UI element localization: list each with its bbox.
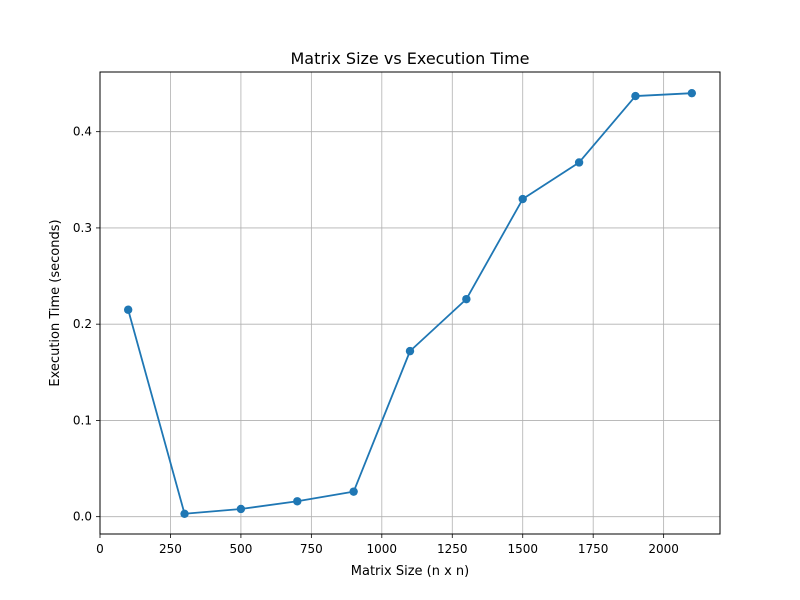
x-tick-label: 1000: [367, 542, 398, 556]
plot-frame: [99, 71, 721, 535]
x-tick-label: 500: [229, 542, 252, 556]
y-tick-label: 0.3: [73, 221, 92, 235]
x-tick-label: 750: [300, 542, 323, 556]
data-point: [631, 91, 640, 101]
data-point: [349, 487, 358, 496]
x-axis-label: Matrix Size (n x n): [351, 564, 469, 579]
data-point: [405, 346, 415, 356]
data-point: [574, 158, 584, 167]
x-tick-label: 2000: [648, 542, 679, 556]
data-point: [518, 194, 527, 204]
x-tick-label: 0: [96, 542, 104, 556]
data-point: [180, 509, 189, 518]
data-point: [462, 294, 471, 304]
y-tick-label: 0.1: [73, 413, 92, 427]
y-tick-label: 0.0: [73, 510, 92, 524]
y-tick-label: 0.4: [73, 125, 92, 139]
x-tick-label: 1750: [578, 542, 609, 556]
x-tick-label: 250: [159, 542, 182, 556]
chart-title: Matrix Size vs Execution Time: [290, 49, 529, 68]
x-tick-label: 1500: [507, 542, 538, 556]
series-layer: [123, 88, 697, 518]
x-tick-label: 1250: [437, 542, 468, 556]
data-point: [236, 504, 246, 514]
data-point: [123, 305, 133, 314]
y-tick-label: 0.2: [73, 317, 92, 331]
y-axis-label: Execution Time (seconds): [48, 219, 63, 386]
series-line: [127, 92, 693, 515]
data-point: [687, 88, 697, 98]
ticks-layer: 0 250 500 750 1000 1250 1500 1750 2000 0.0 0.1 0.2 0…: [73, 125, 679, 556]
data-point: [293, 497, 302, 506]
grid-layer: [99, 72, 720, 534]
